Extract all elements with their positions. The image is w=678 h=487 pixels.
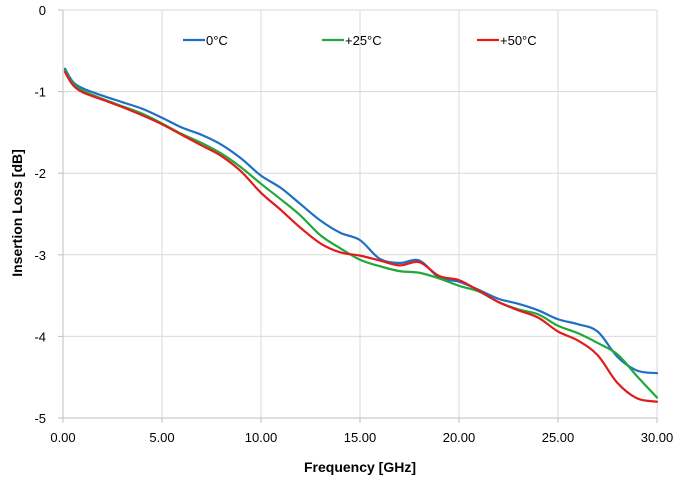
y-tick-label: -1 (34, 85, 46, 100)
series-line-0 (63, 67, 659, 375)
y-tick-label: -5 (34, 411, 46, 426)
y-tick-label: -3 (34, 248, 46, 263)
y-tick-label: 0 (39, 3, 46, 18)
x-tick-label: 5.00 (149, 430, 174, 445)
y-tick-label: -2 (34, 166, 46, 181)
x-tick-label: 0.00 (50, 430, 75, 445)
x-tick-label: 10.00 (245, 430, 278, 445)
legend-label-0: 0°C (206, 33, 228, 48)
x-tick-label: 30.00 (641, 430, 674, 445)
legend-label-2: +50°C (500, 33, 537, 48)
series-line-2 (63, 70, 659, 403)
legend: 0°C +25°C +50°C (183, 33, 537, 48)
x-tick-label: 15.00 (344, 430, 377, 445)
legend-label-1: +25°C (345, 33, 382, 48)
x-tick-label: 25.00 (542, 430, 575, 445)
y-tick-label: -4 (34, 329, 46, 344)
y-axis-title: Insertion Loss [dB] (9, 149, 25, 277)
x-tick-label: 20.00 (443, 430, 476, 445)
x-axis-title: Frequency [GHz] (304, 459, 416, 475)
axes: 0.00 5.00 10.00 15.00 20.00 25.00 30.00 0 -1 -2 -3… (34, 3, 673, 445)
series-lines (63, 67, 659, 403)
grid (62, 9, 658, 419)
